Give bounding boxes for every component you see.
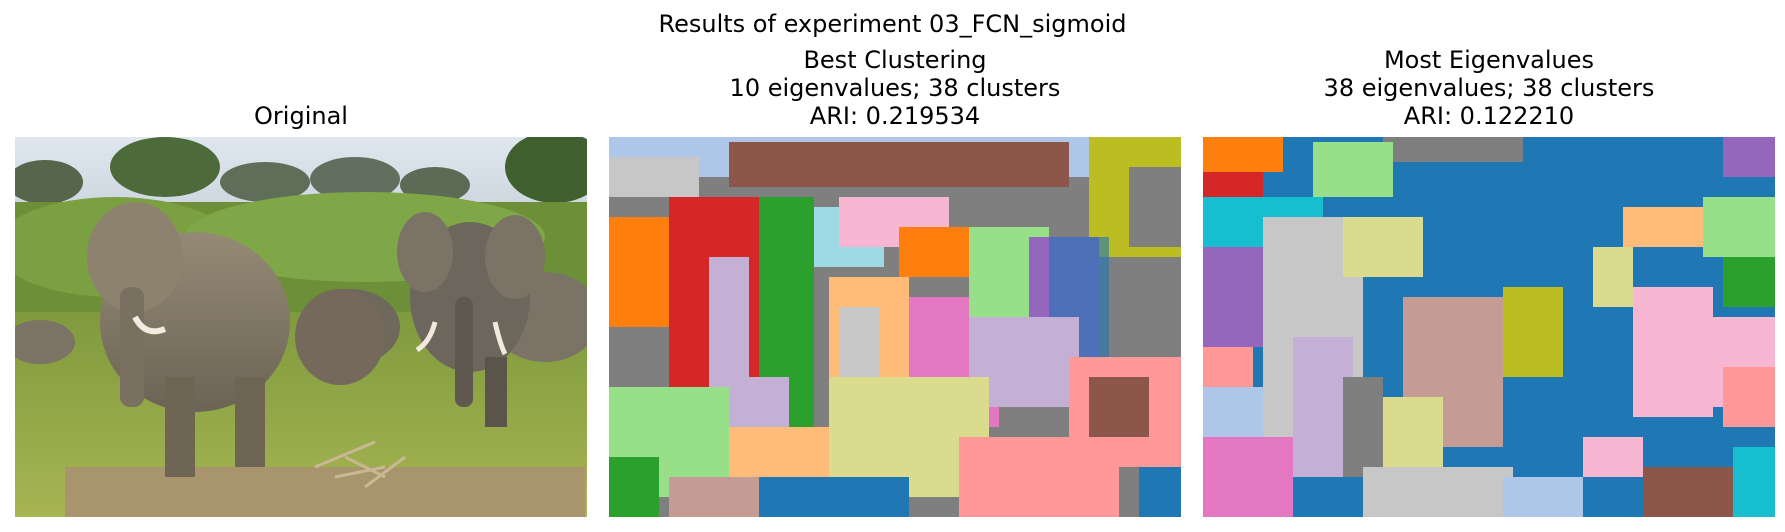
panel-title-line-1: Best Clustering [803,46,987,74]
elephant-photo-image [15,137,587,517]
panel-title-line-1: Most Eigenvalues [1383,46,1595,74]
panel-title-line-2: 38 eigenvalues; 38 clusters [1323,74,1655,102]
panel-title-line-3: ARI: 0.219534 [809,102,981,130]
panel-title-line-3: ARI: 0.122210 [1403,102,1575,130]
most-eigenvalues-segmentation [1203,137,1775,517]
panel-title-line-2: 10 eigenvalues; 38 clusters [729,74,1061,102]
best-clustering-segmentation [609,137,1181,517]
panel-most-eigenvalues: Most Eigenvalues 38 eigenvalues; 38 clus… [1203,0,1775,532]
figure-title: Results of experiment 03_FCN_sigmoid [658,10,1127,38]
panel-best-clustering: Best Clustering 10 eigenvalues; 38 clust… [609,0,1181,532]
original-photo [15,137,587,517]
segmentation-map-best [609,137,1181,517]
panel-original: Original [15,0,587,532]
segmentation-map-most [1203,137,1775,517]
panel-title-original: Original [254,102,348,130]
